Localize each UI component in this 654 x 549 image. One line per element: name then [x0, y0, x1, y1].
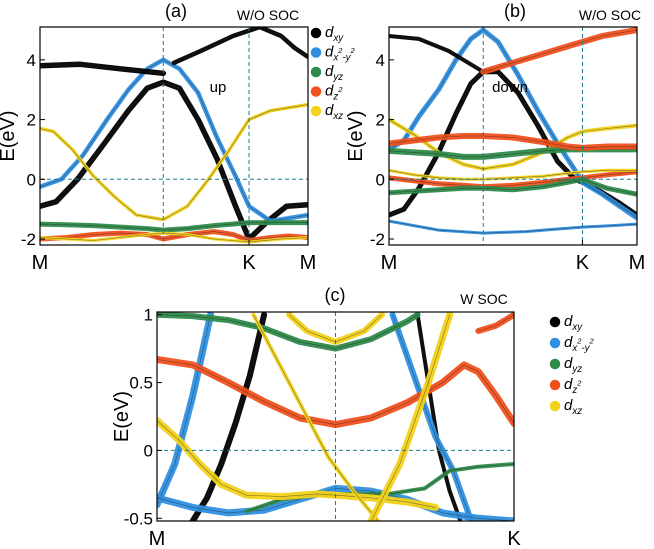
k-point-label: M — [629, 252, 646, 274]
band-dxy — [171, 27, 308, 66]
plot-frame — [156, 311, 515, 522]
legend-label-dxy: dxy — [564, 313, 583, 333]
plot-frame — [388, 26, 638, 246]
band-core-line — [483, 29, 637, 73]
legend-dot-dz2 — [310, 86, 322, 97]
y-tick-label: 4 — [376, 51, 385, 70]
band-dz2 — [475, 312, 514, 334]
k-point-label: M — [300, 252, 317, 274]
band-dx2y2 — [157, 312, 215, 509]
y-tick-label: 0 — [27, 170, 36, 189]
band-core-line — [478, 314, 514, 332]
band-core-line — [389, 35, 484, 73]
legend-dot-dx2y2 — [310, 47, 322, 58]
band-dxy — [40, 61, 167, 77]
legend-dot-dyz — [310, 66, 322, 78]
panel-b: -2 0 2 4 M K M E(eV) (b) W/O SOC down — [345, 1, 645, 274]
k-point-label: K — [576, 252, 590, 274]
k-point-label: K — [507, 528, 521, 549]
band-core-line — [392, 314, 472, 521]
band-core-line — [389, 29, 637, 219]
panel-label: (a) — [165, 1, 187, 21]
band-core-line — [192, 314, 265, 521]
band-dxz — [40, 102, 308, 222]
legend-dot-dxz — [310, 105, 322, 117]
legend-dot-dxy — [310, 27, 322, 39]
spin-label: down — [492, 79, 528, 96]
legend-label-dxz: dxz — [564, 397, 582, 417]
band-core-line — [389, 119, 637, 170]
panel-c: -0.5 0 0.5 1 M K E(eV) (c) W SOC — [111, 285, 521, 549]
band-core-line — [157, 314, 418, 349]
panel-a: -2 0 2 4 M K M E(eV) (a) W/O SOC up — [0, 1, 316, 274]
y-tick-label: 4 — [27, 51, 36, 70]
soc-tag: W/O SOC — [579, 7, 641, 23]
band-core-line — [389, 170, 637, 180]
y-tick-label: 0 — [144, 441, 153, 460]
band-dx2y2 — [389, 219, 637, 235]
series-group — [389, 27, 637, 235]
band-core-line — [157, 314, 211, 505]
legend-label-dyz: dyz — [325, 63, 343, 83]
legend-label-dx2y2: dx2-y2 — [564, 334, 595, 354]
band-core-line — [157, 359, 514, 425]
spin-label: up — [210, 79, 227, 96]
panel-label: (b) — [504, 1, 526, 21]
k-point-label: K — [242, 252, 256, 274]
band-core-line — [40, 104, 308, 220]
y-tick-label: 0 — [376, 170, 385, 189]
legend-label-dz2: dz2 — [564, 376, 582, 396]
y-tick-label: -0.5 — [124, 509, 153, 528]
legend-label-dx2y2: dx2-y2 — [325, 44, 356, 64]
band-core-line — [389, 178, 637, 195]
legend-dot-dxz — [549, 400, 561, 412]
y-tick-label: -2 — [21, 230, 36, 249]
legend-label-dyz: dyz — [564, 355, 582, 375]
k-point-label: M — [32, 252, 49, 274]
y-tick-label: 1 — [144, 306, 153, 325]
legend-label-dxz: dxz — [325, 102, 343, 122]
band-core-line — [389, 220, 637, 234]
plot-frame — [39, 26, 309, 246]
k-point-label: M — [149, 528, 166, 549]
y-axis-label: E(eV) — [111, 391, 133, 442]
band-core-line — [40, 59, 308, 222]
band-dyz — [40, 220, 308, 233]
y-axis-label: E(eV) — [0, 110, 19, 161]
legend-dot-dyz — [549, 358, 561, 370]
y-tick-label: -2 — [370, 230, 385, 249]
k-point-label: M — [381, 252, 398, 274]
band-core-line — [389, 135, 637, 149]
y-tick-label: 0.5 — [129, 374, 153, 393]
panel-label: (c) — [325, 285, 346, 305]
legend-label-dz2: dz2 — [325, 83, 343, 103]
legend-label-dxy: dxy — [325, 24, 344, 44]
band-core-line — [389, 171, 637, 188]
band-core-line — [370, 314, 450, 521]
legend-dot-dz2 — [549, 379, 561, 391]
legend-dot-dx2y2 — [549, 337, 561, 349]
legend-dot-dxy — [549, 316, 561, 328]
band-core-line — [40, 63, 164, 74]
y-tick-label: 2 — [27, 111, 36, 130]
band-core-line — [173, 27, 308, 64]
y-tick-label: 2 — [376, 111, 385, 130]
series-group — [40, 27, 308, 244]
soc-tag: W SOC — [460, 291, 507, 307]
band-core-line — [253, 314, 379, 521]
soc-tag: W/O SOC — [237, 7, 299, 23]
y-axis-label: E(eV) — [345, 110, 367, 161]
